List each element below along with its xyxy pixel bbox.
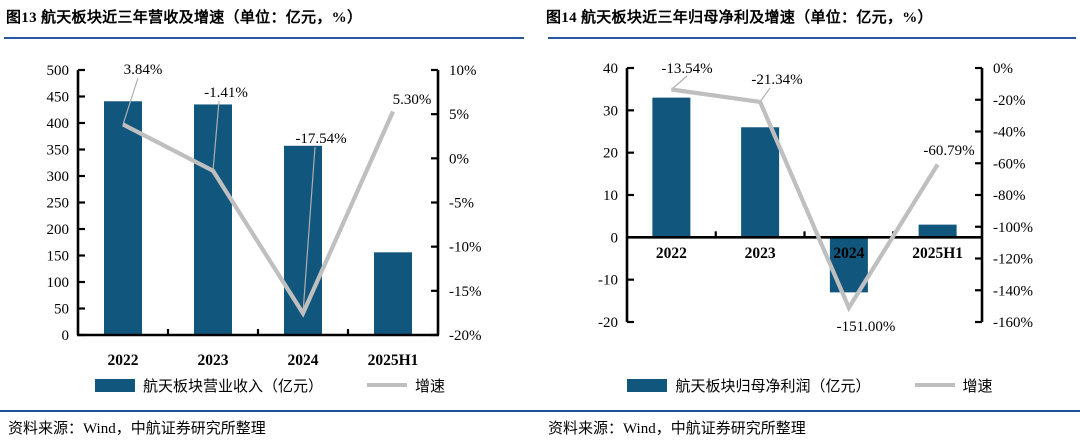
left-axis-tick-label: -10 — [598, 273, 618, 289]
source-note: 资料来源：Wind，中航证券研究所整理 — [548, 421, 806, 437]
bar-series-label: 航天板块营业收入（亿元） — [142, 378, 323, 395]
left-axis-tick-label: 0 — [62, 328, 70, 344]
panel-figure-13: 图13 航天板块近三年营收及增速（单位：亿元，%） 500 450 400 350 30… — [0, 10, 540, 437]
growth-line-series — [122, 110, 395, 318]
right-axis-tick-label: -5% — [449, 196, 474, 212]
source-rule — [0, 410, 540, 412]
left-axis-tick-label: 50 — [54, 302, 69, 318]
right-axis-tick-label: -15% — [449, 284, 482, 300]
label-leader-line — [212, 100, 220, 171]
label-leader-line — [302, 146, 316, 314]
line-series-swatch-icon — [914, 383, 955, 387]
left-axis-tick-label: 40 — [603, 61, 618, 77]
bar-2023 — [741, 127, 780, 238]
left-axis-tick-label: 200 — [47, 222, 70, 238]
right-axis-tick-label: 10% — [449, 63, 477, 79]
label-leader-line — [122, 77, 139, 125]
right-axis-tick-label: -120% — [993, 252, 1033, 268]
category-label: 2025H1 — [912, 245, 963, 262]
right-axis-tick-label: -20% — [449, 328, 482, 344]
line-point-label: 5.30% — [393, 92, 432, 108]
line-point-label: -60.79% — [923, 143, 974, 159]
line-point-label: -151.00% — [837, 319, 896, 335]
line-point-label: -1.41% — [204, 85, 248, 101]
left-axis-tick-label: -20 — [598, 315, 618, 331]
legend-item-growth: 增速 — [914, 375, 993, 396]
right-axis-tick-label: -10% — [449, 240, 482, 256]
left-axis-tick-label: 450 — [47, 90, 70, 106]
line-point-label: 3.84% — [124, 62, 163, 78]
left-axis-tick-label: 100 — [47, 275, 70, 291]
growth-line-series — [671, 87, 940, 313]
line-series-label: 增速 — [962, 378, 993, 395]
right-axis-tick-label: 0% — [993, 61, 1013, 77]
revenue-growth-combo-chart: 50045040035030025020015010050010%5%0%-5%… — [47, 62, 482, 369]
label-leader-line — [759, 87, 771, 103]
legend-item-net-profit: 航天板块归母净利润（亿元） — [627, 375, 871, 396]
category-label: 2024 — [833, 245, 864, 262]
source-note: 资料来源：Wind，中航证券研究所整理 — [8, 421, 266, 437]
legend-item-revenue: 航天板块营业收入（亿元） — [94, 375, 323, 396]
panel-figure-14: 图14 航天板块近三年归母净利及增速（单位：亿元，%） 40 30 20 10 0 -10… — [540, 0, 1080, 447]
bar-2025H1 — [374, 252, 412, 335]
left-axis-tick-label: 0 — [611, 230, 619, 246]
source-rule — [540, 410, 1080, 412]
title-rule — [4, 37, 524, 39]
right-axis-tick-label: -160% — [993, 315, 1033, 331]
bar-series-swatch-icon — [627, 378, 668, 392]
category-label: 2023 — [198, 352, 229, 369]
left-axis-tick-label: 30 — [603, 103, 618, 119]
bar-2022 — [104, 101, 142, 335]
left-axis-tick-label: 20 — [603, 146, 618, 162]
title-rule — [548, 37, 1076, 39]
line-series-label: 增速 — [415, 378, 446, 395]
legend-item-growth: 增速 — [367, 375, 445, 396]
left-axis-tick-label: 400 — [47, 116, 70, 132]
left-axis-tick-label: 300 — [47, 169, 70, 185]
left-axis-tick-label: 150 — [47, 249, 70, 265]
left-axis-tick-label: 500 — [47, 63, 70, 79]
line-point-label: -13.54% — [661, 61, 712, 77]
bar-series-label: 航天板块归母净利润（亿元） — [675, 378, 871, 395]
right-axis-tick-label: -100% — [993, 220, 1033, 236]
bar-series-swatch-icon — [94, 378, 135, 392]
right-axis-tick-label: -40% — [993, 125, 1026, 141]
net-profit-growth-combo-chart: 40 30 20 10 0 -10 -20 0% -20% -40% -60% -80% -100% -1… — [598, 61, 1033, 335]
bar-2025H1 — [918, 224, 957, 238]
bar-2024 — [284, 145, 322, 335]
category-label: 2022 — [656, 245, 687, 262]
label-leader-line — [670, 75, 688, 90]
left-axis-tick-label: 350 — [47, 143, 70, 159]
right-axis-tick-label: -20% — [993, 93, 1026, 109]
chart-title-14: 图14 航天板块近三年归母净利及增速（单位：亿元，%） — [546, 10, 933, 26]
right-axis-tick-label: -80% — [993, 188, 1026, 204]
right-axis-tick-label: -60% — [993, 156, 1026, 172]
line-point-label: -21.34% — [751, 72, 802, 88]
right-axis-tick-label: 0% — [449, 151, 469, 167]
bar-2022 — [652, 97, 691, 238]
right-axis-tick-label: 5% — [449, 107, 469, 123]
category-label: 2024 — [288, 352, 319, 369]
line-point-label: -17.54% — [295, 131, 346, 147]
legend: 航天板块营业收入（亿元） 增速 — [0, 372, 540, 398]
chart-title-13: 图13 航天板块近三年营收及增速（单位：亿元，%） — [6, 10, 363, 26]
line-series-swatch-icon — [367, 383, 407, 387]
category-label: 2025H1 — [368, 352, 419, 369]
left-axis-tick-label: 250 — [47, 196, 70, 212]
right-axis-tick-label: -140% — [993, 283, 1033, 299]
category-label: 2022 — [108, 352, 139, 369]
bar-2023 — [194, 104, 232, 335]
category-label: 2023 — [745, 245, 776, 262]
left-axis-tick-label: 10 — [603, 188, 618, 204]
legend: 航天板块归母净利润（亿元） 增速 — [540, 372, 1080, 398]
